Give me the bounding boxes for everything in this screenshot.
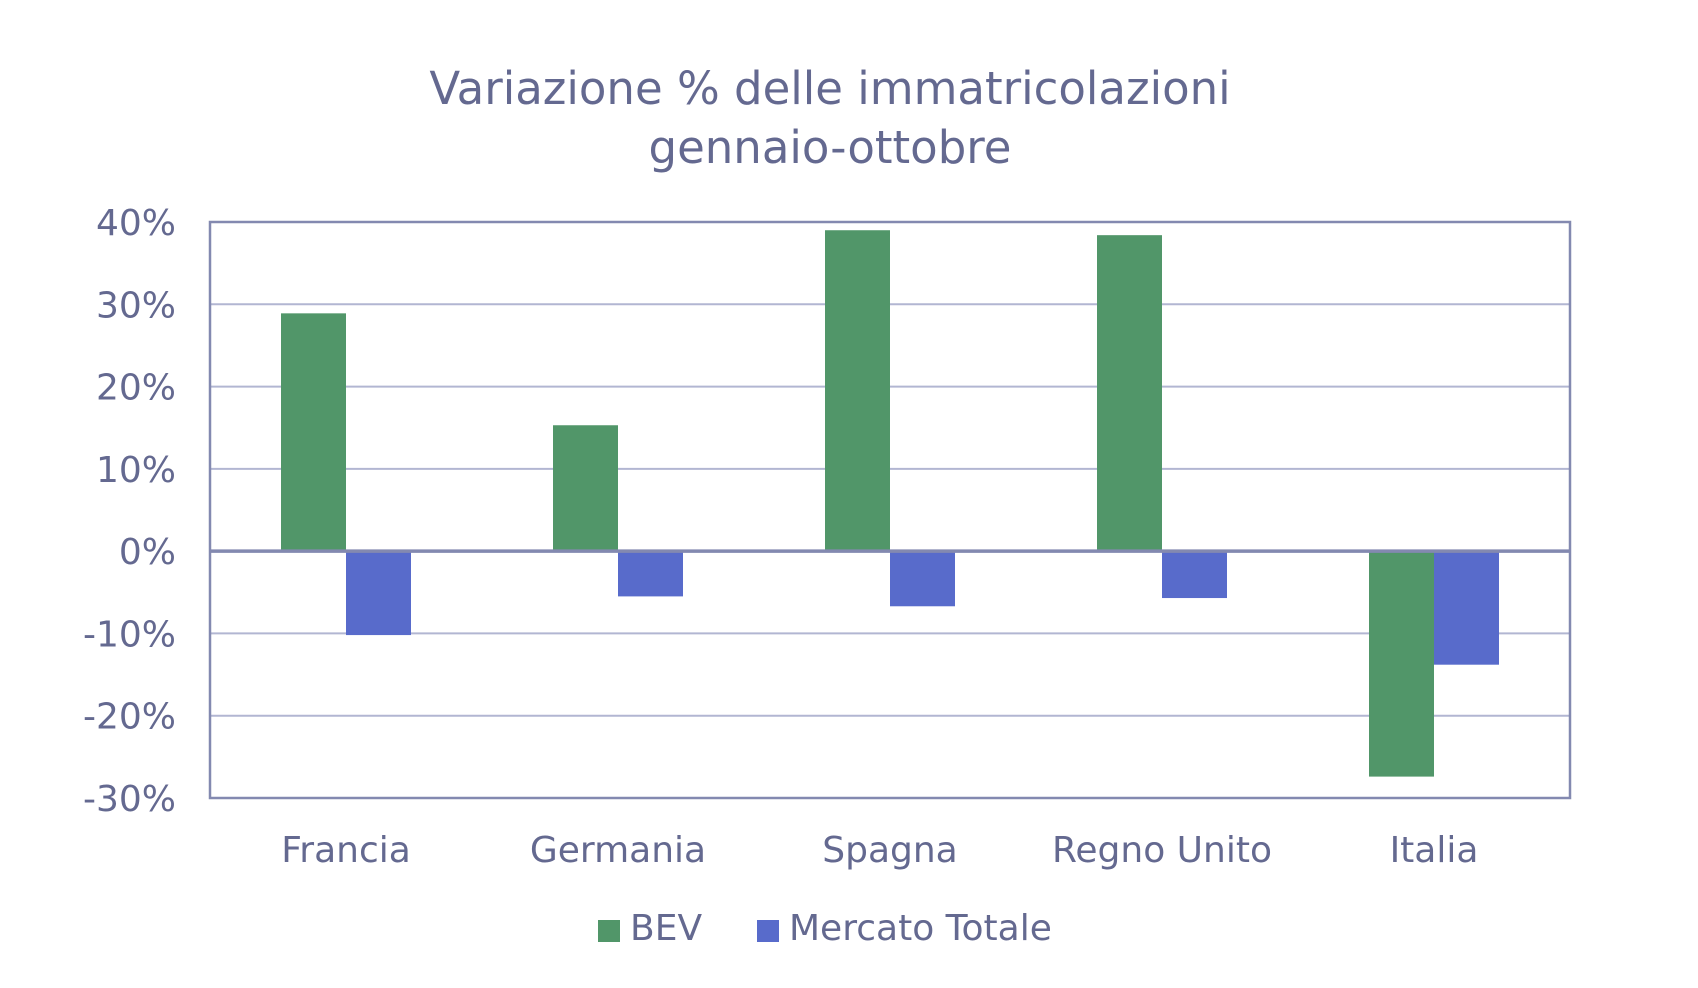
- bar-bev: [553, 425, 618, 552]
- bar-bev: [1097, 235, 1162, 552]
- legend-label-mercato-totale: Mercato Totale: [789, 908, 1052, 949]
- x-axis-tick-labels: Francia Germania Spagna Regno Unito Italia: [281, 830, 1478, 871]
- legend-label-bev: BEV: [630, 908, 702, 949]
- bar-bev: [1369, 551, 1434, 777]
- x-tick-label: Francia: [281, 830, 411, 871]
- x-tick-label: Italia: [1390, 830, 1479, 871]
- x-tick-label: Spagna: [822, 830, 958, 871]
- y-tick-label: 20%: [96, 368, 176, 409]
- y-tick-label: -10%: [83, 614, 176, 655]
- bars: [281, 230, 1499, 777]
- plot-area-border: [208, 220, 1572, 800]
- y-tick-label: -20%: [83, 697, 176, 738]
- bar-mercato-totale: [618, 551, 683, 597]
- y-tick-label: 40%: [96, 203, 176, 244]
- bar-mercato-totale: [890, 551, 955, 607]
- chart-subtitle: gennaio-ottobre: [649, 121, 1012, 174]
- legend-swatch-bev: [598, 920, 620, 942]
- legend: BEV Mercato Totale: [598, 908, 1052, 949]
- y-tick-label: 10%: [96, 450, 176, 491]
- y-tick-label: 30%: [96, 285, 176, 326]
- bar-mercato-totale: [346, 551, 411, 636]
- chart-title: Variazione % delle immatricolazioni: [429, 62, 1230, 115]
- bar-mercato-totale: [1434, 551, 1499, 665]
- x-tick-label: Regno Unito: [1052, 830, 1272, 871]
- x-tick-label: Germania: [530, 830, 706, 871]
- y-tick-label: 0%: [119, 532, 176, 573]
- y-axis-tick-labels: 40% 30% 20% 10% 0% -10% -20% -30%: [83, 203, 176, 820]
- y-tick-label: -30%: [83, 779, 176, 820]
- bar-bev: [825, 230, 890, 552]
- axes: [208, 220, 1572, 800]
- legend-swatch-mercato-totale: [757, 920, 779, 942]
- bar-bev: [281, 313, 346, 552]
- bar-mercato-totale: [1162, 551, 1227, 599]
